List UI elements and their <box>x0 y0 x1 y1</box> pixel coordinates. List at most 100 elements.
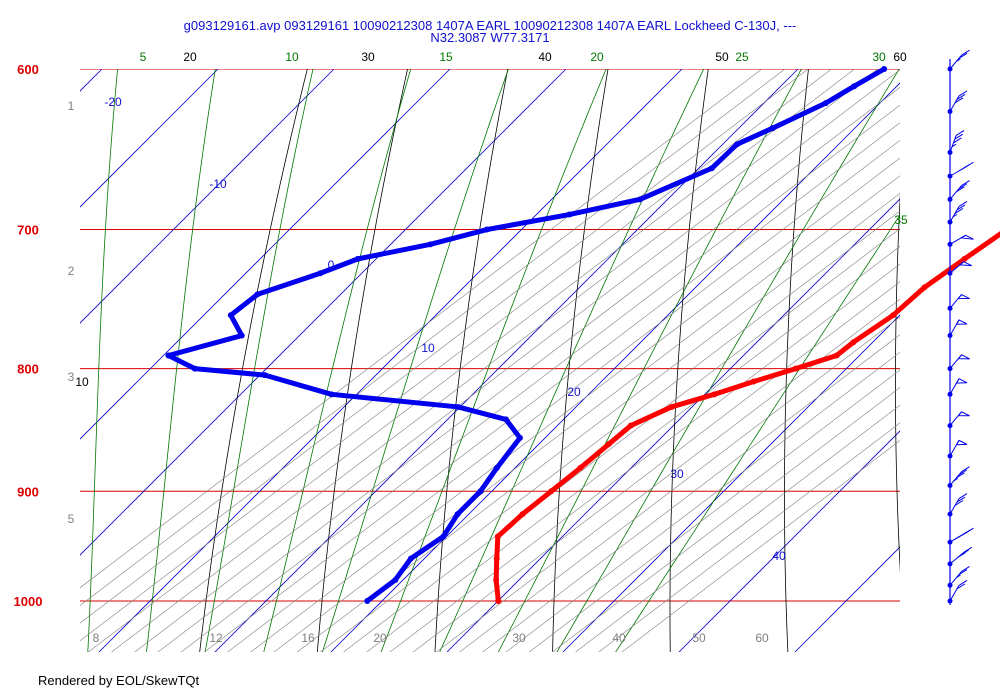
dewpoint-point <box>493 464 500 471</box>
temperature-point <box>668 403 675 410</box>
wind-barb-full <box>958 531 967 538</box>
dewpoint-point <box>502 416 509 423</box>
moist-adiabat-line <box>146 69 216 652</box>
pressure-label: 900 <box>17 484 39 499</box>
mixing-ratio-line <box>157 87 900 652</box>
isotherm-label: 20 <box>567 385 581 399</box>
temperature-point <box>921 284 928 291</box>
wind-barb-full <box>961 566 970 572</box>
temperature-point <box>890 312 897 319</box>
mixing-ratio-line <box>389 263 900 652</box>
temperature-point <box>792 365 799 372</box>
moist-adiabat-line <box>380 69 607 652</box>
mixing-ratio-line <box>180 104 900 652</box>
isotherm-line <box>562 314 900 652</box>
temperature-tick-label: 12 <box>209 631 223 645</box>
wind-barb-shaft <box>949 206 960 223</box>
chart-title-line1: g093129161.avp 093129161 10090212308 140… <box>183 18 797 33</box>
temperature-point <box>750 378 757 385</box>
wind-barb-full <box>958 90 968 97</box>
wind-pennant <box>957 411 970 417</box>
wind-barb <box>949 293 970 309</box>
wind-barb-full <box>963 546 973 553</box>
wind-pennant <box>959 234 974 240</box>
wind-barb-full <box>958 569 968 575</box>
wind-barb-half <box>951 143 957 148</box>
wind-barb <box>949 566 970 586</box>
moist-adiabat-label: 30 <box>872 50 886 64</box>
wind-barb <box>949 493 968 515</box>
wind-barb <box>949 378 968 395</box>
wind-barb <box>949 411 970 426</box>
mixing-ratio-line <box>80 69 763 589</box>
wind-barb-full <box>958 469 968 476</box>
isotherm-label: 0 <box>328 258 335 272</box>
wind-pennant <box>955 378 968 384</box>
wind-barb <box>949 161 974 177</box>
wind-barb-full <box>956 583 966 590</box>
isotherm-line <box>80 69 451 440</box>
moist-adiabat-label: 5 <box>140 50 147 64</box>
isotherm-label: 40 <box>772 549 786 563</box>
dry-adiabat-line <box>895 192 900 573</box>
wind-barb-full <box>958 52 968 59</box>
dewpoint-point <box>328 391 335 398</box>
footer-credit: Rendered by EOL/SkewTQt <box>38 673 200 688</box>
wind-barb-full <box>961 180 970 186</box>
dry-adiabat-label: 20 <box>183 50 197 64</box>
isotherm-line <box>80 69 103 92</box>
dewpoint-point <box>733 141 740 148</box>
temperature-point <box>493 576 500 583</box>
wind-pennant <box>957 293 970 300</box>
wind-barb-full <box>956 204 966 211</box>
mixing-ratio-line <box>343 228 900 652</box>
temperature-tick-label: 40 <box>612 631 626 645</box>
wind-barb-full <box>957 552 966 558</box>
mixing-ratio-line <box>621 440 900 652</box>
dewpoint-point <box>191 365 198 372</box>
wind-barb-half <box>956 58 961 62</box>
dewpoint-point <box>769 125 776 132</box>
moist-adiabat-line <box>87 69 119 652</box>
temperature-tick-label: 8 <box>93 631 100 645</box>
wind-barb <box>949 466 970 486</box>
mixing-ratio-line <box>482 334 900 652</box>
dewpoint-point <box>516 434 523 441</box>
skewt-grid <box>18 0 900 662</box>
dewpoint-point <box>227 312 234 319</box>
mixing-ratio-line <box>87 69 856 652</box>
isotherm-label: 10 <box>421 341 435 355</box>
wind-barb-full <box>958 579 968 586</box>
mixing-ratio-line <box>505 351 900 652</box>
wind-barb-full <box>958 493 968 499</box>
wind-barb-full <box>956 472 965 479</box>
wind-barb-full <box>961 49 970 56</box>
mixing-ratio-line <box>203 122 900 652</box>
chart-title-line2: N32.3087 W77.3171 <box>430 30 550 45</box>
isotherm-line <box>80 69 567 556</box>
wind-barb-half <box>954 536 960 540</box>
temperature-profile <box>493 231 1000 604</box>
moist-adiabat-line <box>18 0 29 662</box>
mixing-ratio-line <box>250 157 900 652</box>
dewpoint-point <box>354 255 361 262</box>
temperature-point <box>711 391 718 398</box>
mixing-ratio-line <box>435 298 900 652</box>
dry-adiabat-line <box>434 69 509 652</box>
dry-adiabat-line <box>199 69 308 652</box>
temperature-tick-label: 50 <box>692 631 706 645</box>
wind-barb-half <box>956 574 961 579</box>
wind-barb-shaft <box>949 135 957 153</box>
mixing-ratio-line <box>575 404 900 652</box>
mixing-ratio-line <box>459 316 900 652</box>
isotherm-line <box>98 69 683 652</box>
wind-barb-full <box>956 496 966 503</box>
mixing-ratio-line <box>111 69 879 652</box>
moist-adiabat-line <box>263 69 412 652</box>
temperature-tick-label: 20 <box>373 631 387 645</box>
dewpoint-point <box>483 226 490 233</box>
dewpoint-point <box>851 83 858 90</box>
mixing-ratio-line <box>273 175 900 652</box>
dewpoint-point <box>708 165 715 172</box>
wind-pennant <box>958 261 973 267</box>
